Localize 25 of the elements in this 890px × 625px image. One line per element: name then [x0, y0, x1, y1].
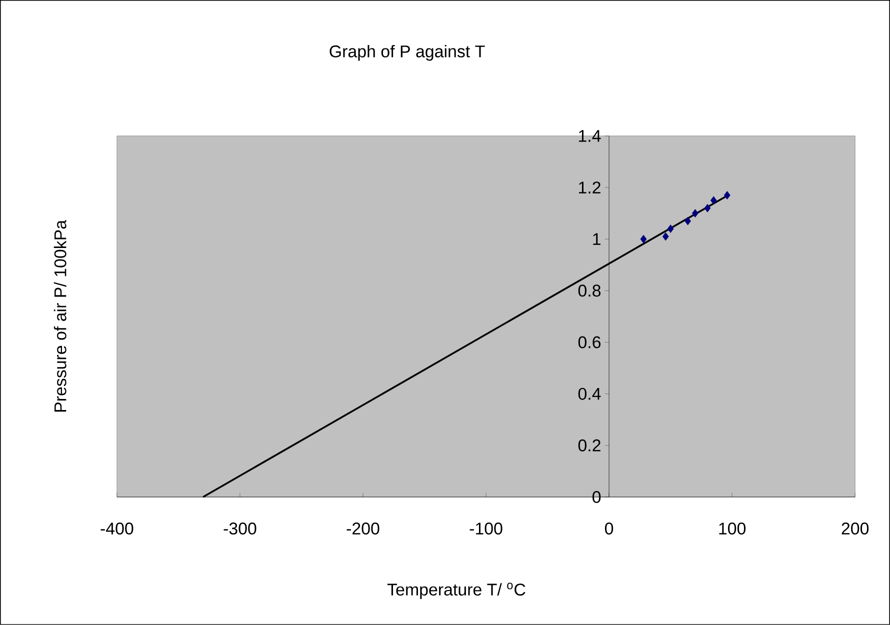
- y-tick-label: 0.6: [578, 336, 601, 348]
- point: [684, 216, 691, 226]
- y-tick-label: 0.4: [578, 388, 601, 400]
- y-tick-label: 0.2: [578, 439, 600, 452]
- x-tick-label: -100: [470, 522, 502, 535]
- x-tick-label: -300: [224, 522, 256, 535]
- x-tick-label: 200: [842, 522, 869, 535]
- point: [692, 209, 698, 218]
- x-axis-title: Temperature T/ $^{o}$C: [387, 582, 526, 599]
- y-axis-title: Pressure of air P/ 100kPa: [54, 220, 66, 412]
- point: [662, 232, 669, 241]
- point: [724, 191, 730, 200]
- point: [710, 196, 717, 205]
- point: [667, 224, 674, 233]
- y-tick-label: 0.8: [578, 284, 601, 297]
- x-tick-label: 100: [719, 522, 746, 535]
- y-tick-label: 1.2: [579, 182, 600, 194]
- x-tick-label: -200: [346, 522, 380, 535]
- point: [640, 234, 647, 244]
- y-tick-label: 1: [593, 233, 600, 245]
- y-tick-label: 1.4: [579, 130, 601, 142]
- x-tick-label: 0: [604, 522, 614, 535]
- chart-title: Graph of P against T: [330, 45, 485, 61]
- point: [704, 204, 711, 212]
- x-tick-label: -400: [100, 522, 134, 535]
